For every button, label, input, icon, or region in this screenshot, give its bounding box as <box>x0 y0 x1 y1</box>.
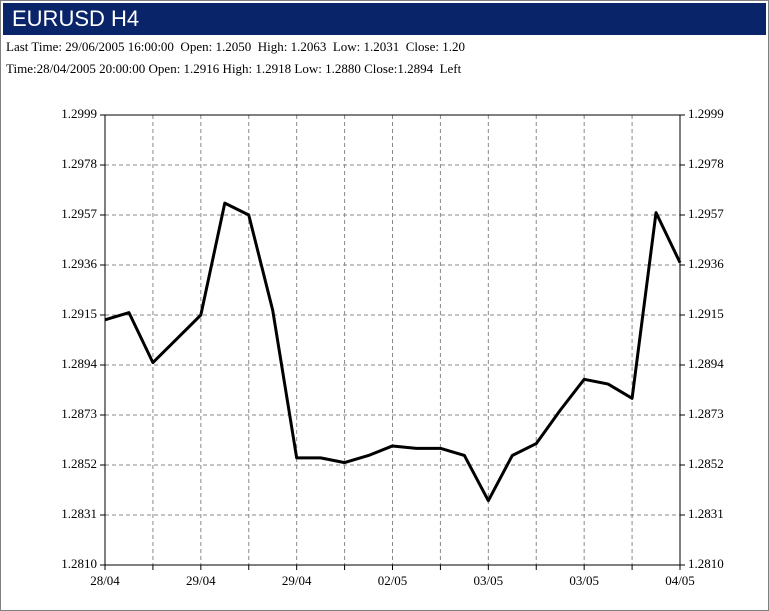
y-tick-label: 1.2936 <box>688 256 724 271</box>
y-tick-label: 1.2915 <box>61 306 97 321</box>
x-tick-label: 28/04 <box>90 573 120 588</box>
info-line: Time:28/04/2005 20:00:00 Open: 1.2916 Hi… <box>6 61 462 76</box>
y-tick-label: 1.2915 <box>688 306 724 321</box>
info-line: Last Time: 29/06/2005 16:00:00 Open: 1.2… <box>6 39 465 54</box>
x-tick-label: 29/04 <box>282 573 312 588</box>
y-tick-label: 1.2831 <box>688 506 724 521</box>
x-tick-label: 03/05 <box>569 573 599 588</box>
x-tick-label: 04/05 <box>665 573 695 588</box>
plot-area: 28/04 29/04 29/04 02/05 03/05 03/05 04/05 1.281… <box>61 106 724 588</box>
y-tick-label: 1.2999 <box>688 106 724 121</box>
y-tick-label: 1.2957 <box>688 206 724 221</box>
price-line <box>104 201 682 503</box>
x-tick-label: 02/05 <box>378 573 408 588</box>
y-tick-label: 1.2873 <box>688 406 724 421</box>
y-tick-label: 1.2810 <box>688 556 724 571</box>
plot-border <box>104 114 681 566</box>
y-tick-label: 1.2852 <box>688 456 724 471</box>
y-tick-label: 1.2936 <box>61 256 97 271</box>
y-tick-label: 1.2894 <box>688 356 724 371</box>
y-tick-label: 1.2831 <box>61 506 97 521</box>
y-tick-label: 1.2957 <box>61 206 97 221</box>
y-tick-label: 1.2810 <box>61 556 97 571</box>
y-tick-label: 1.2978 <box>688 156 724 171</box>
y-tick-label: 1.2894 <box>61 356 97 371</box>
y-tick-label: 1.2873 <box>61 406 97 421</box>
y-tick-label: 1.2978 <box>61 156 97 171</box>
y-tick-label: 1.2852 <box>61 456 97 471</box>
title-bar <box>3 3 766 35</box>
chart-title: EURUSD H4 <box>12 6 139 31</box>
x-tick-label: 29/04 <box>186 573 216 588</box>
x-tick-label: 03/05 <box>474 573 504 588</box>
y-tick-label: 1.2999 <box>61 106 97 121</box>
